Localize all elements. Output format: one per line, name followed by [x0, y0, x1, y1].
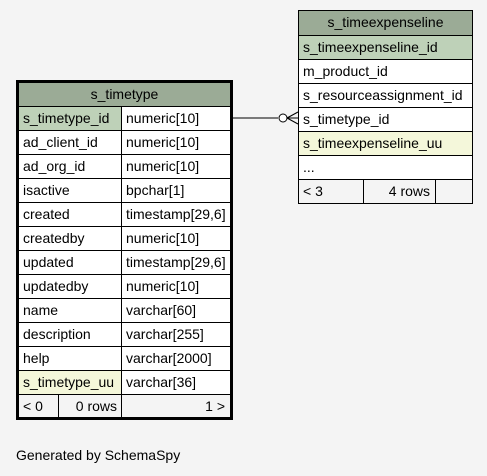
- column-type: varchar[36]: [121, 371, 230, 394]
- column-name[interactable]: help: [23, 350, 50, 366]
- table-title[interactable]: s_timetype: [90, 86, 159, 102]
- column-row[interactable]: name varchar[60]: [19, 298, 230, 322]
- column-name[interactable]: createdby: [23, 230, 85, 246]
- column-type: varchar[255]: [121, 323, 230, 346]
- column-type: numeric[10]: [121, 275, 230, 298]
- column-row[interactable]: ad_client_id numeric[10]: [19, 130, 230, 154]
- table-footer: < 3 4 rows: [299, 179, 472, 203]
- column-row[interactable]: created timestamp[29,6]: [19, 202, 230, 226]
- table-header[interactable]: s_timeexpenseline: [299, 11, 472, 35]
- children-count[interactable]: 1 >: [121, 395, 230, 418]
- column-name[interactable]: s_timetype_id: [303, 111, 390, 127]
- column-name[interactable]: ad_org_id: [23, 158, 86, 174]
- column-row[interactable]: s_timeexpenseline_id: [299, 35, 472, 59]
- children-count: [435, 180, 472, 203]
- parents-count[interactable]: < 3: [303, 183, 323, 199]
- zero-optional-marker: [278, 113, 288, 123]
- column-row[interactable]: help varchar[2000]: [19, 346, 230, 370]
- column-row[interactable]: s_timeexpenseline_uu: [299, 131, 472, 155]
- column-name[interactable]: description: [23, 326, 91, 342]
- column-name[interactable]: s_timeexpenseline_uu: [299, 132, 472, 155]
- column-row[interactable]: s_resourceassignment_id: [299, 83, 472, 107]
- crowfoot-upper: [286, 111, 299, 119]
- table-header[interactable]: s_timetype: [19, 83, 230, 107]
- column-type: numeric[10]: [121, 107, 230, 130]
- column-type: varchar[60]: [121, 299, 230, 322]
- row-count: 4 rows: [363, 180, 435, 203]
- parents-count[interactable]: < 0: [23, 398, 43, 414]
- table-footer: < 0 0 rows 1 >: [19, 394, 230, 418]
- column-name[interactable]: ad_client_id: [23, 134, 98, 150]
- column-name[interactable]: name: [23, 302, 59, 318]
- column-row[interactable]: updated timestamp[29,6]: [19, 250, 230, 274]
- column-type: numeric[10]: [121, 227, 230, 250]
- column-name[interactable]: s_timetype_id: [19, 107, 121, 130]
- column-name[interactable]: m_product_id: [303, 63, 388, 79]
- column-name[interactable]: s_timeexpenseline_id: [299, 36, 472, 59]
- column-name[interactable]: ...: [303, 159, 315, 175]
- column-row[interactable]: createdby numeric[10]: [19, 226, 230, 250]
- generated-by-label: Generated by SchemaSpy: [16, 447, 181, 463]
- column-name[interactable]: s_timetype_uu: [19, 371, 121, 394]
- column-name[interactable]: created: [23, 206, 70, 222]
- column-row[interactable]: ...: [299, 155, 472, 179]
- column-row[interactable]: updatedby numeric[10]: [19, 274, 230, 298]
- row-count: 0 rows: [58, 395, 121, 418]
- column-name[interactable]: updated: [23, 254, 74, 270]
- column-name[interactable]: updatedby: [23, 278, 89, 294]
- column-row[interactable]: s_timetype_id: [299, 107, 472, 131]
- column-name[interactable]: isactive: [23, 182, 70, 198]
- table-s-timetype[interactable]: s_timetype s_timetype_id numeric[10] ad_cl…: [16, 80, 233, 420]
- column-type: bpchar[1]: [121, 179, 230, 202]
- column-type: numeric[10]: [121, 131, 230, 154]
- column-name[interactable]: s_resourceassignment_id: [303, 87, 463, 103]
- column-row[interactable]: s_timetype_id numeric[10]: [19, 106, 230, 130]
- column-row[interactable]: ad_org_id numeric[10]: [19, 154, 230, 178]
- column-row[interactable]: m_product_id: [299, 59, 472, 83]
- crowfoot-lower: [286, 117, 299, 125]
- column-row[interactable]: description varchar[255]: [19, 322, 230, 346]
- column-row[interactable]: isactive bpchar[1]: [19, 178, 230, 202]
- column-type: timestamp[29,6]: [121, 203, 230, 226]
- column-type: timestamp[29,6]: [121, 251, 230, 274]
- column-type: numeric[10]: [121, 155, 230, 178]
- column-row[interactable]: s_timetype_uu varchar[36]: [19, 370, 230, 394]
- table-title[interactable]: s_timeexpenseline: [327, 14, 444, 30]
- column-type: varchar[2000]: [121, 347, 230, 370]
- table-s-timeexpenseline[interactable]: s_timeexpenseline s_timeexpenseline_id m_…: [298, 10, 473, 204]
